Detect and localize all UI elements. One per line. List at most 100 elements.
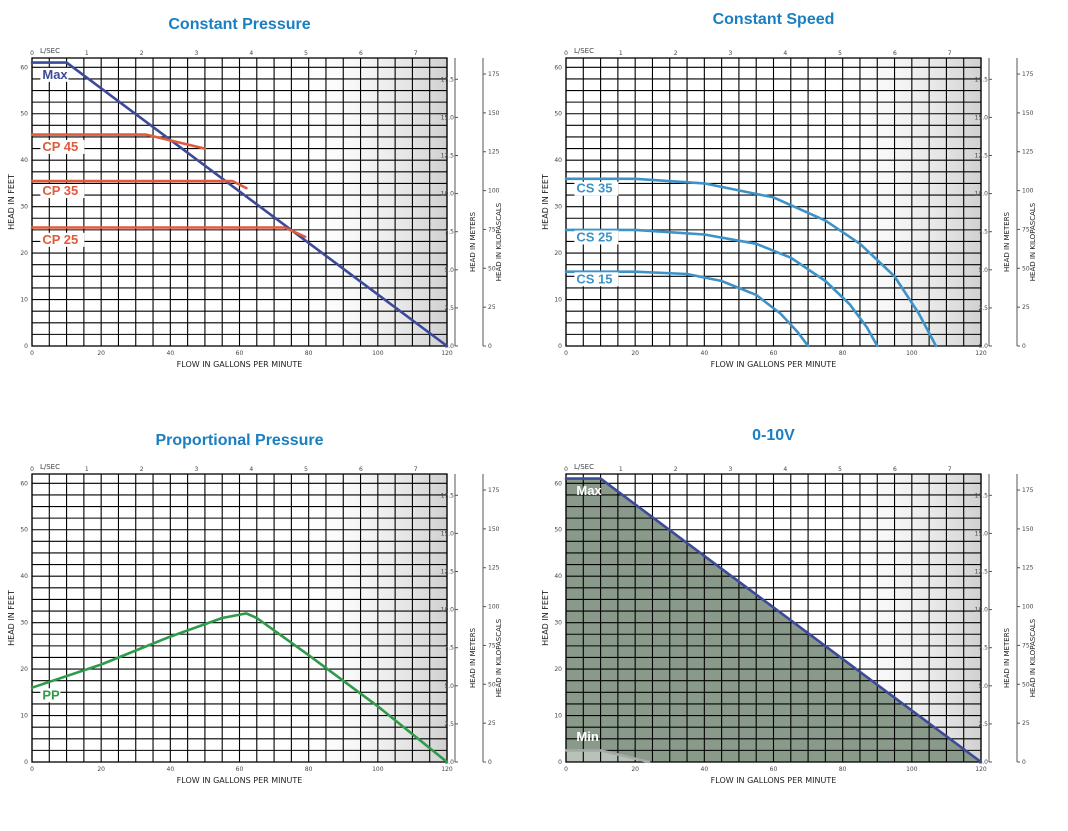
x-tick-label: 20 <box>631 766 639 773</box>
x-tick-label: 0 <box>30 350 34 357</box>
y-tick-label: 0 <box>24 343 28 350</box>
top-tick-label: 6 <box>359 50 363 57</box>
chart-proportional-pressure: Proportional Pressure 0 20 40 60 80 100 120 0 10 2… <box>0 416 534 831</box>
top-tick-label: 3 <box>729 50 733 57</box>
meters-tick-label: 7.5 <box>444 229 454 236</box>
top-axis-label: L/SEC <box>40 463 60 471</box>
meters-tick-label: 17.5 <box>441 492 455 499</box>
chart-title: 0-10V <box>752 427 795 444</box>
meters-tick-label: 12.5 <box>975 569 989 576</box>
y-tick-label: 60 <box>20 64 28 71</box>
meters-tick-label: 10.0 <box>975 607 989 614</box>
y-tick-label: 40 <box>554 157 562 164</box>
kpa-tick-label: 100 <box>488 604 500 611</box>
y-tick-label: 50 <box>554 111 562 118</box>
top-tick-label: 4 <box>249 466 253 473</box>
series-label: CP 35 <box>42 183 78 198</box>
top-tick-label: 6 <box>893 466 897 473</box>
y-tick-label: 60 <box>554 64 562 71</box>
x-tick-label: 100 <box>906 350 918 357</box>
series-label-bg <box>574 181 619 196</box>
meters-tick-label: 12.5 <box>441 569 455 576</box>
series-label-bg <box>574 230 619 245</box>
chart-constant-speed: Constant Speed 0 20 40 60 80 100 120 0 10 20 30 40 50… <box>534 0 1068 415</box>
x-axis-label: FLOW IN GALLONS PER MINUTE <box>177 360 303 369</box>
top-tick-label: 1 <box>619 50 623 57</box>
kpa-tick-label: 75 <box>488 226 496 233</box>
x-tick-label: 80 <box>305 766 313 773</box>
series-label-bg <box>574 272 619 287</box>
y-axis-label: HEAD IN FEET <box>7 590 16 646</box>
chart-title: Constant Speed <box>713 11 835 28</box>
top-tick-label: 2 <box>140 466 144 473</box>
series-label-bg <box>40 184 85 199</box>
series-label-bg <box>40 67 69 82</box>
area-fill-min <box>566 750 649 762</box>
kpa-tick-label: 25 <box>1022 304 1030 311</box>
plot-border <box>565 57 982 347</box>
series-label: Max <box>42 67 68 82</box>
series-line-cp-25 <box>30 226 307 239</box>
y-tick-label: 40 <box>20 157 28 164</box>
y-axis-label: HEAD IN FEET <box>541 174 550 230</box>
y-tick-label: 30 <box>554 204 562 211</box>
plot-border <box>565 473 982 763</box>
top-tick-label: 5 <box>304 466 308 473</box>
meters-tick-label: 10.0 <box>441 607 455 614</box>
meters-tick-label: 0.0 <box>444 343 454 350</box>
x-tick-label: 60 <box>770 350 778 357</box>
meters-tick-label: 2.5 <box>978 721 988 728</box>
kpa-tick-label: 100 <box>1022 604 1034 611</box>
kpa-tick-label: 175 <box>488 71 500 78</box>
y-tick-label: 10 <box>554 713 562 720</box>
meters-tick-label: 17.5 <box>975 76 989 83</box>
y-axis-label: HEAD IN FEET <box>541 590 550 646</box>
series-line-cp-35 <box>30 179 248 190</box>
grid <box>565 474 982 763</box>
kpa-tick-label: 125 <box>1022 149 1034 156</box>
plot-border <box>31 57 448 347</box>
x-tick-label: 80 <box>839 350 847 357</box>
top-tick-label: 1 <box>85 50 89 57</box>
series-label: Min <box>576 729 598 744</box>
kpa-tick-label: 75 <box>1022 642 1030 649</box>
top-tick-label: 0 <box>30 466 34 473</box>
x-tick-label: 20 <box>97 766 105 773</box>
chart-constant-pressure: Constant Pressure 0 20 40 60 80 100 120 0 10 20 30 4… <box>0 0 534 415</box>
y-tick-label: 10 <box>20 297 28 304</box>
meters-tick-label: 15.0 <box>975 114 989 121</box>
series-line-pp <box>30 612 449 764</box>
grid <box>31 58 448 347</box>
top-tick-label: 2 <box>674 50 678 57</box>
top-tick-label: 6 <box>893 50 897 57</box>
meters-tick-label: 17.5 <box>975 492 989 499</box>
x-tick-label: 0 <box>564 766 568 773</box>
kpa-tick-label: 0 <box>1022 759 1026 766</box>
x-tick-label: 120 <box>975 766 987 773</box>
x-tick-label: 80 <box>305 350 313 357</box>
y-tick-label: 50 <box>20 527 28 534</box>
x-tick-label: 0 <box>30 766 34 773</box>
meters-tick-label: 15.0 <box>975 530 989 537</box>
kpa-tick-label: 75 <box>1022 226 1030 233</box>
y-tick-label: 10 <box>554 297 562 304</box>
y-axis-label-meters: HEAD IN METERS <box>469 211 477 272</box>
x-tick-label: 80 <box>839 766 847 773</box>
x-tick-label: 100 <box>372 766 384 773</box>
top-axis-label: L/SEC <box>40 47 60 55</box>
meters-tick-label: 10.0 <box>975 191 989 198</box>
meters-tick-label: 7.5 <box>978 229 988 236</box>
x-tick-label: 60 <box>236 766 244 773</box>
series-label: CP 25 <box>42 232 78 247</box>
x-axis-label: FLOW IN GALLONS PER MINUTE <box>711 360 837 369</box>
kpa-tick-label: 50 <box>1022 681 1030 688</box>
y-tick-label: 20 <box>554 250 562 257</box>
top-tick-label: 6 <box>359 466 363 473</box>
series-label: CS 25 <box>576 229 612 244</box>
top-tick-label: 0 <box>564 466 568 473</box>
series-line-cs-25 <box>564 228 879 348</box>
top-tick-label: 2 <box>140 50 144 57</box>
x-tick-label: 100 <box>372 350 384 357</box>
kpa-tick-label: 150 <box>488 526 500 533</box>
